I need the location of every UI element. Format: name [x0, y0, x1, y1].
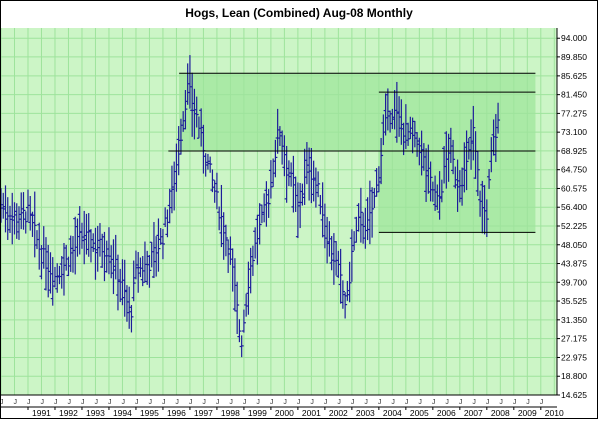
year-label: 2006 [437, 408, 456, 418]
y-tick-label: 60.575 [561, 183, 587, 193]
y-tick-label: 27.175 [561, 334, 587, 344]
month-label: J [40, 399, 44, 406]
y-tick-label: 64.750 [561, 165, 587, 175]
month-label: J [108, 399, 112, 406]
y-tick-label: 31.350 [561, 315, 587, 325]
month-label: J [378, 399, 382, 406]
year-label: 1998 [221, 408, 240, 418]
year-label: 1999 [248, 408, 267, 418]
month-label: J [148, 399, 152, 406]
month-label: J [364, 399, 368, 406]
y-tick-label: 81.450 [561, 90, 587, 100]
y-tick-label: 77.275 [561, 108, 587, 118]
year-label: 1992 [59, 408, 78, 418]
month-label: J [391, 399, 395, 406]
month-label: J [540, 399, 544, 406]
year-label: 2007 [464, 408, 483, 418]
month-label: J [81, 399, 85, 406]
month-label: J [310, 399, 314, 406]
month-label: J [54, 399, 58, 406]
y-tick-label: 68.925 [561, 146, 587, 156]
month-label: J [472, 399, 476, 406]
y-tick-label: 35.525 [561, 296, 587, 306]
y-tick-label: 89.850 [561, 52, 587, 62]
month-label: J [121, 399, 125, 406]
year-label: 2004 [383, 408, 402, 418]
price-bars [0, 55, 501, 358]
month-label: J [297, 399, 301, 406]
month-label: J [351, 399, 355, 406]
month-label: J [405, 399, 409, 406]
grid [0, 28, 557, 396]
month-label: J [499, 399, 503, 406]
month-label: J [445, 399, 449, 406]
month-label: J [13, 399, 17, 406]
year-label: 1997 [194, 408, 213, 418]
month-label: J [459, 399, 463, 406]
y-tick-label: 22.975 [561, 352, 587, 362]
month-label: J [1, 399, 4, 406]
y-tick-label: 14.625 [561, 390, 587, 400]
year-label: 2010 [545, 408, 564, 418]
month-label: J [216, 399, 220, 406]
month-label: J [189, 399, 193, 406]
month-label: J [513, 399, 517, 406]
month-label: J [175, 399, 179, 406]
month-label: J [94, 399, 98, 406]
month-label: J [432, 399, 436, 406]
year-label: 1996 [167, 408, 186, 418]
y-tick-label: 94.000 [561, 33, 587, 43]
year-label: 2009 [518, 408, 537, 418]
month-label: J [526, 399, 530, 406]
month-label: J [202, 399, 206, 406]
y-tick-label: 43.875 [561, 259, 587, 269]
y-tick-label: 18.800 [561, 371, 587, 381]
month-label: J [135, 399, 139, 406]
y-tick-label: 52.225 [561, 221, 587, 231]
year-label: 2008 [491, 408, 510, 418]
year-label: 2000 [275, 408, 294, 418]
year-label: 2002 [329, 408, 348, 418]
month-label: J [270, 399, 274, 406]
year-label: 2001 [302, 408, 321, 418]
year-label: 1995 [140, 408, 159, 418]
month-label: J [324, 399, 328, 406]
year-label: 1991 [32, 408, 51, 418]
month-label: J [67, 399, 71, 406]
y-tick-label: 39.700 [561, 277, 587, 287]
month-label: J [229, 399, 233, 406]
month-label: J [418, 399, 422, 406]
month-label: J [283, 399, 287, 406]
year-label: 1994 [113, 408, 132, 418]
month-label: J [486, 399, 490, 406]
year-label: 2005 [410, 408, 429, 418]
month-label: J [337, 399, 341, 406]
y-tick-label: 85.625 [561, 71, 587, 81]
y-tick-label: 56.400 [561, 202, 587, 212]
y-tick-label: 48.050 [561, 240, 587, 250]
month-label: J [27, 399, 31, 406]
year-label: 2003 [356, 408, 375, 418]
month-label: J [162, 399, 166, 406]
y-tick-label: 73.100 [561, 127, 587, 137]
chart-title: Hogs, Lean (Combined) Aug-08 Monthly [185, 6, 413, 20]
year-label: 1993 [86, 408, 105, 418]
month-label: J [243, 399, 247, 406]
month-label: J [256, 399, 260, 406]
